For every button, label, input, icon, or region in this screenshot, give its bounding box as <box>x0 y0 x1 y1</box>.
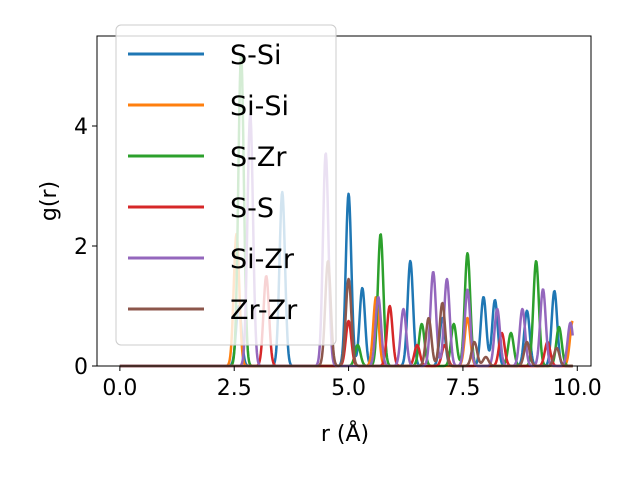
axes-layer: 0.0 2.5 5.0 7.5 10.0 0 2 4 <box>74 35 602 401</box>
legend-label: Si-Zr <box>230 244 295 275</box>
legend-box <box>115 24 337 346</box>
legend-label: S-Si <box>230 40 282 71</box>
legend-label: Si-Si <box>230 91 289 122</box>
y-tick-label: 4 <box>74 115 88 140</box>
x-tick-label: 5.0 <box>331 376 366 401</box>
legend-label: S-Zr <box>230 142 287 173</box>
legend-label: S-S <box>230 193 274 224</box>
x-tick-label: 0.0 <box>102 376 137 401</box>
x-tick-label: 7.5 <box>445 376 480 401</box>
x-axis-label: r (Å) <box>321 420 369 447</box>
y-tick-label: 2 <box>74 235 88 260</box>
legend: S-Si Si-Si S-Zr S-S Si-Zr Zr-Zr <box>115 24 337 346</box>
y-axis-label: g(r) <box>37 181 62 221</box>
x-tick-label: 10.0 <box>553 376 602 401</box>
y-tick-label: 0 <box>74 355 88 380</box>
x-tick-label: 2.5 <box>217 376 252 401</box>
legend-label: Zr-Zr <box>230 295 298 326</box>
plot-frame <box>96 35 592 367</box>
